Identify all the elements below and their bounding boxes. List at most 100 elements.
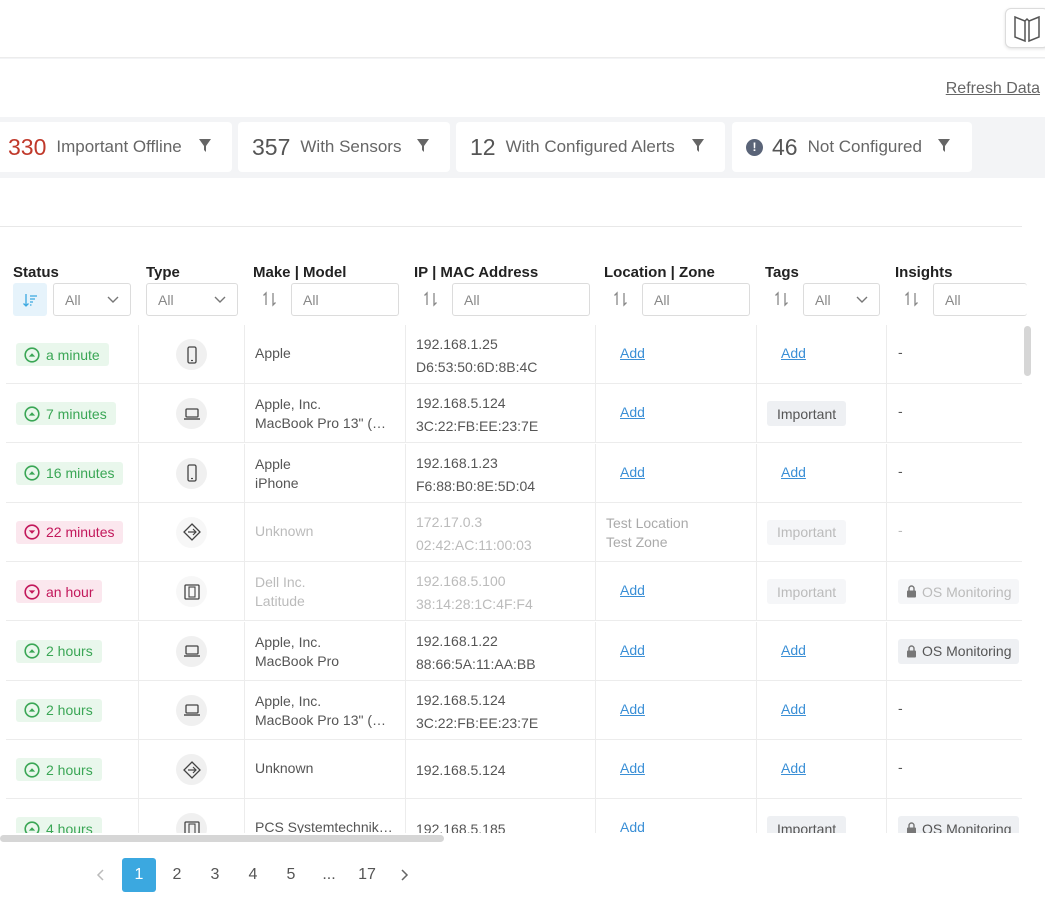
column-divider bbox=[886, 740, 887, 800]
insight-badge[interactable]: OS Monitoring bbox=[898, 638, 1020, 664]
table-row[interactable]: 2 hours Unknown 192.168.5.124 Add Add - bbox=[6, 740, 1022, 800]
column-header-tags[interactable]: Tags bbox=[765, 264, 799, 281]
insight-text: OS Monitoring bbox=[922, 820, 1012, 833]
funnel-icon[interactable] bbox=[937, 138, 951, 154]
table-row[interactable]: 16 minutes Apple iPhone 192.168.1.23 F6:88:B… bbox=[6, 443, 1022, 503]
insight-badge[interactable]: OS Monitoring bbox=[898, 816, 1020, 833]
page-button[interactable]: 5 bbox=[286, 866, 296, 883]
add-location-link[interactable]: Add bbox=[620, 819, 645, 833]
refresh-data-link[interactable]: Refresh Data bbox=[945, 80, 1040, 97]
add-tag-link[interactable]: Add bbox=[781, 345, 806, 361]
insight-empty: - bbox=[898, 344, 903, 360]
make-model-cell: Apple, Inc. MacBook Pro 13" (… bbox=[255, 395, 403, 433]
column-header-insights[interactable]: Insights bbox=[895, 264, 953, 281]
page-button[interactable]: 17 bbox=[358, 866, 376, 883]
table-row[interactable]: 2 hours Apple, Inc. MacBook Pro 13" (… 192.… bbox=[6, 680, 1022, 740]
column-divider bbox=[405, 621, 406, 681]
filter-placeholder: All bbox=[303, 291, 319, 308]
add-location-link[interactable]: Add bbox=[620, 700, 645, 717]
column-divider bbox=[595, 799, 596, 833]
column-divider bbox=[138, 680, 139, 740]
vertical-scrollbar[interactable] bbox=[1024, 326, 1031, 376]
make-text: Unknown bbox=[255, 522, 314, 539]
ip-text: 192.168.1.25 bbox=[416, 336, 498, 352]
table-row[interactable]: an hour Dell Inc. Latitude 192.168.5.100 38:… bbox=[6, 562, 1022, 622]
column-divider bbox=[244, 799, 245, 833]
sort-icon[interactable] bbox=[423, 291, 438, 307]
page-button[interactable]: 2 bbox=[172, 866, 182, 883]
funnel-icon[interactable] bbox=[198, 138, 212, 154]
column-divider bbox=[886, 502, 887, 562]
page-button[interactable]: 3 bbox=[210, 866, 220, 883]
tags-filter-select[interactable]: All bbox=[803, 283, 880, 316]
table-row[interactable]: 2 hours Apple, Inc. MacBook Pro 192.168.1.2… bbox=[6, 621, 1022, 681]
page-button[interactable]: 4 bbox=[248, 866, 258, 883]
make-model-filter-input[interactable]: All bbox=[291, 283, 399, 316]
location-filter-input[interactable]: All bbox=[642, 283, 750, 316]
summary-card-configured-alerts[interactable]: 12 With Configured Alerts bbox=[456, 122, 725, 172]
ip-text: 192.168.1.23 bbox=[416, 454, 498, 471]
funnel-icon[interactable] bbox=[691, 138, 705, 154]
add-tag-link[interactable]: Add bbox=[781, 641, 806, 658]
add-tag-link[interactable]: Add bbox=[781, 760, 806, 777]
column-header-type[interactable]: Type bbox=[146, 264, 180, 281]
ip-mac-cell: 192.168.5.124 3C:22:FB:EE:23:7E bbox=[416, 392, 538, 438]
prev-page-button[interactable] bbox=[84, 858, 118, 892]
page-button[interactable]: 1 bbox=[122, 858, 156, 892]
sort-icon[interactable] bbox=[904, 291, 919, 307]
lock-icon bbox=[907, 585, 916, 598]
summary-count: 12 bbox=[470, 133, 496, 160]
add-location-link[interactable]: Add bbox=[620, 582, 645, 599]
ip-mac-cell: 172.17.0.3 02:42:AC:11:00:03 bbox=[416, 511, 532, 557]
sort-icon[interactable] bbox=[613, 291, 628, 307]
column-header-make-model[interactable]: Make | Model bbox=[253, 264, 347, 281]
ip-mac-filter-input[interactable]: All bbox=[452, 283, 590, 316]
sort-icon[interactable] bbox=[774, 291, 789, 307]
summary-card-with-sensors[interactable]: 357 With Sensors bbox=[238, 122, 450, 172]
add-location-link[interactable]: Add bbox=[620, 463, 645, 480]
column-header-ip-mac[interactable]: IP | MAC Address bbox=[414, 264, 539, 281]
table-row[interactable]: a minute Apple 192.168.1.25 D6:53:50:6D:8B:… bbox=[6, 325, 1022, 384]
summary-card-not-configured[interactable]: ! 46 Not Configured bbox=[732, 122, 972, 172]
tag-badge[interactable]: Important bbox=[767, 816, 847, 833]
status-filter-select[interactable]: All bbox=[53, 283, 131, 316]
funnel-icon[interactable] bbox=[416, 138, 430, 154]
mac-text: F6:88:B0:8E:5D:04 bbox=[416, 477, 536, 494]
sort-icon[interactable] bbox=[262, 291, 277, 307]
sort-desc-icon[interactable] bbox=[13, 283, 47, 316]
docs-button[interactable] bbox=[1005, 8, 1045, 48]
table-row[interactable]: 22 minutes Unknown 172.17.0.3 02:42:AC:11:0… bbox=[6, 502, 1022, 562]
add-location-link[interactable]: Add bbox=[620, 760, 645, 777]
phone-icon bbox=[176, 339, 207, 370]
add-tag-link[interactable]: Add bbox=[781, 700, 806, 717]
pagination: 1 2 3 4 5... 17 bbox=[0, 858, 500, 892]
device-table-body: a minute Apple 192.168.1.25 D6:53:50:6D:8B:… bbox=[0, 325, 1022, 833]
add-tag-link[interactable]: Add bbox=[781, 463, 806, 480]
insight-badge[interactable]: OS Monitoring bbox=[898, 579, 1020, 605]
summary-filter-strip: 330 Important Offline 357 With Sensors 1… bbox=[0, 118, 1045, 178]
insight-empty: - bbox=[898, 759, 903, 776]
make-text: Unknown bbox=[255, 760, 314, 777]
add-location-link[interactable]: Add bbox=[620, 345, 645, 361]
next-page-button[interactable] bbox=[387, 858, 421, 892]
column-divider bbox=[886, 621, 887, 681]
add-location-link[interactable]: Add bbox=[620, 404, 645, 421]
tag-badge[interactable]: Important bbox=[767, 519, 847, 545]
tag-badge[interactable]: Important bbox=[767, 401, 847, 427]
column-divider bbox=[405, 443, 406, 503]
column-header-location-zone[interactable]: Location | Zone bbox=[604, 264, 715, 281]
column-header-status[interactable]: Status bbox=[13, 264, 59, 281]
insight-empty: - bbox=[898, 403, 903, 420]
insights-filter-select[interactable]: All bbox=[933, 283, 1027, 316]
make-model-cell: Apple bbox=[255, 344, 403, 363]
status-up-icon bbox=[24, 465, 40, 481]
make-text: Apple, Inc. bbox=[255, 396, 322, 413]
column-divider bbox=[756, 502, 757, 562]
summary-card-important-offline[interactable]: 330 Important Offline bbox=[0, 122, 232, 172]
table-row[interactable]: 7 minutes Apple, Inc. MacBook Pro 13" (… 19… bbox=[6, 384, 1022, 444]
horizontal-scrollbar[interactable] bbox=[0, 835, 444, 842]
type-filter-select[interactable]: All bbox=[146, 283, 238, 316]
add-location-link[interactable]: Add bbox=[620, 641, 645, 658]
tag-badge[interactable]: Important bbox=[767, 579, 847, 605]
table-row[interactable]: 4 hours PCS Systemtechnik… 192.168.5.185 Ad… bbox=[6, 799, 1022, 833]
